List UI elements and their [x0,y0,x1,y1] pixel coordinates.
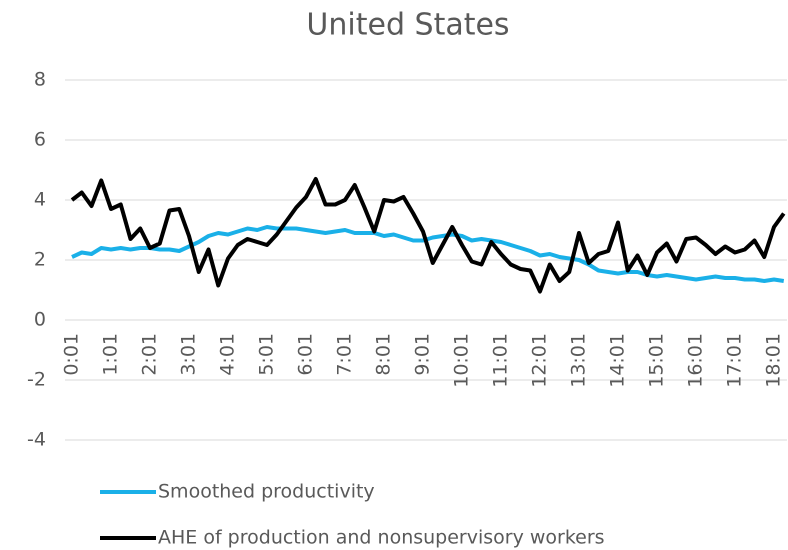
legend-label: AHE of production and nonsupervisory wor… [158,527,605,549]
y-tick-label: 6 [34,129,46,151]
x-tick-label: 3:01 [178,333,200,376]
x-tick-label: 5:01 [256,333,278,376]
chart-title: United States [306,8,509,43]
x-tick-label: 15:01 [646,333,668,388]
y-tick-label: -4 [27,429,46,451]
x-tick-label: 16:01 [685,333,707,388]
x-tick-label: 0:01 [61,333,83,376]
x-tick-label: 7:01 [334,333,356,376]
x-tick-label: 14:01 [607,333,629,388]
x-tick-label: 12:01 [529,333,551,388]
x-tick-label: 10:01 [451,333,473,388]
legend-label: Smoothed productivity [158,481,375,503]
x-tick-label: 13:01 [568,333,590,388]
y-tick-label: 4 [34,189,46,211]
y-tick-label: 8 [34,69,46,91]
y-tick-label: -2 [27,369,46,391]
x-tick-label: 18:01 [763,333,785,388]
x-tick-label: 4:01 [217,333,239,376]
x-tick-label: 1:01 [100,333,122,376]
y-tick-label: 2 [34,249,46,271]
y-tick-label: 0 [34,309,46,331]
x-tick-label: 17:01 [724,333,746,388]
x-tick-label: 8:01 [373,333,395,376]
x-tick-label: 2:01 [139,333,161,376]
x-tick-label: 9:01 [412,333,434,376]
x-tick-label: 6:01 [295,333,317,376]
x-tick-label: 11:01 [490,333,512,388]
series-line [70,177,786,294]
